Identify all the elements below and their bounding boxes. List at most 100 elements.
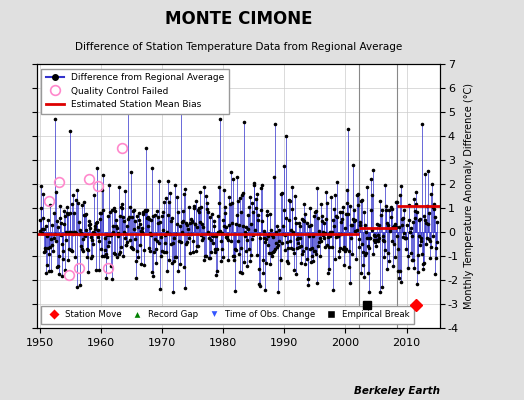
Point xyxy=(274,242,282,248)
Point xyxy=(296,235,304,241)
Point xyxy=(252,205,260,211)
Point xyxy=(396,192,405,198)
Point xyxy=(215,184,223,190)
Point xyxy=(114,233,122,239)
Point xyxy=(315,228,323,235)
Point xyxy=(412,189,420,195)
Point xyxy=(373,221,381,228)
Point xyxy=(58,272,67,279)
Point xyxy=(381,206,390,213)
Point xyxy=(255,266,263,272)
Point xyxy=(110,250,118,256)
Point xyxy=(340,262,348,268)
Point xyxy=(352,227,361,234)
Point xyxy=(173,194,182,201)
Point xyxy=(376,289,385,295)
Point xyxy=(348,222,356,228)
Point xyxy=(163,212,172,218)
Point xyxy=(90,230,99,236)
Point xyxy=(406,228,414,235)
Point xyxy=(56,214,64,221)
Point xyxy=(420,213,428,220)
Point xyxy=(248,200,256,206)
Point xyxy=(348,251,357,258)
Point xyxy=(405,216,413,223)
Point xyxy=(260,228,268,234)
Point xyxy=(92,266,100,273)
Point xyxy=(160,232,169,238)
Point xyxy=(217,245,226,252)
Point xyxy=(216,116,224,122)
Point xyxy=(81,226,90,233)
Point xyxy=(72,230,81,236)
Point xyxy=(395,274,403,281)
Point xyxy=(397,279,405,285)
Point xyxy=(37,183,46,189)
Point xyxy=(90,192,98,198)
Point xyxy=(322,216,331,223)
Point xyxy=(279,231,287,237)
Point xyxy=(355,244,363,251)
Point xyxy=(293,235,302,241)
Point xyxy=(133,248,141,254)
Point xyxy=(91,223,99,229)
Point xyxy=(182,220,190,226)
Point xyxy=(228,220,236,226)
Point xyxy=(377,207,386,214)
Point xyxy=(375,235,384,241)
Point xyxy=(191,221,200,228)
Point xyxy=(105,239,113,246)
Text: Berkeley Earth: Berkeley Earth xyxy=(354,386,440,396)
Point xyxy=(202,200,211,207)
Point xyxy=(245,246,254,252)
Point xyxy=(282,239,291,245)
Point xyxy=(66,210,74,216)
Point xyxy=(358,249,367,255)
Point xyxy=(47,236,55,242)
Point xyxy=(288,184,296,190)
Point xyxy=(54,224,62,230)
Point xyxy=(146,230,155,236)
Point xyxy=(231,246,239,253)
Point xyxy=(150,248,158,255)
Point xyxy=(314,238,323,245)
Point xyxy=(177,219,185,225)
Point xyxy=(56,203,64,209)
Point xyxy=(222,234,230,240)
Point xyxy=(325,265,334,272)
Point xyxy=(224,236,233,243)
Point xyxy=(61,266,69,273)
Point xyxy=(251,226,259,233)
Point xyxy=(370,239,379,245)
Point xyxy=(425,210,434,216)
Point xyxy=(317,201,325,207)
Point xyxy=(290,250,298,256)
Point xyxy=(237,245,245,251)
Point xyxy=(413,281,421,288)
Point xyxy=(185,220,194,227)
Point xyxy=(142,145,150,151)
Point xyxy=(286,237,294,244)
Point xyxy=(99,206,107,213)
Point xyxy=(201,253,209,259)
Point xyxy=(245,204,253,210)
Point xyxy=(208,232,216,238)
Point xyxy=(297,243,305,249)
Point xyxy=(420,260,429,266)
Point xyxy=(367,176,376,182)
Point xyxy=(257,218,266,224)
Point xyxy=(151,236,159,242)
Point xyxy=(264,233,272,239)
Point xyxy=(167,218,176,224)
Point xyxy=(413,269,422,276)
Point xyxy=(392,233,401,240)
Point xyxy=(242,248,250,254)
Point xyxy=(180,263,188,270)
Point xyxy=(369,167,377,174)
Point xyxy=(408,257,417,264)
Point xyxy=(402,235,411,241)
Point xyxy=(170,258,178,264)
Point xyxy=(430,201,438,207)
Point xyxy=(58,241,66,247)
Point xyxy=(433,219,441,225)
